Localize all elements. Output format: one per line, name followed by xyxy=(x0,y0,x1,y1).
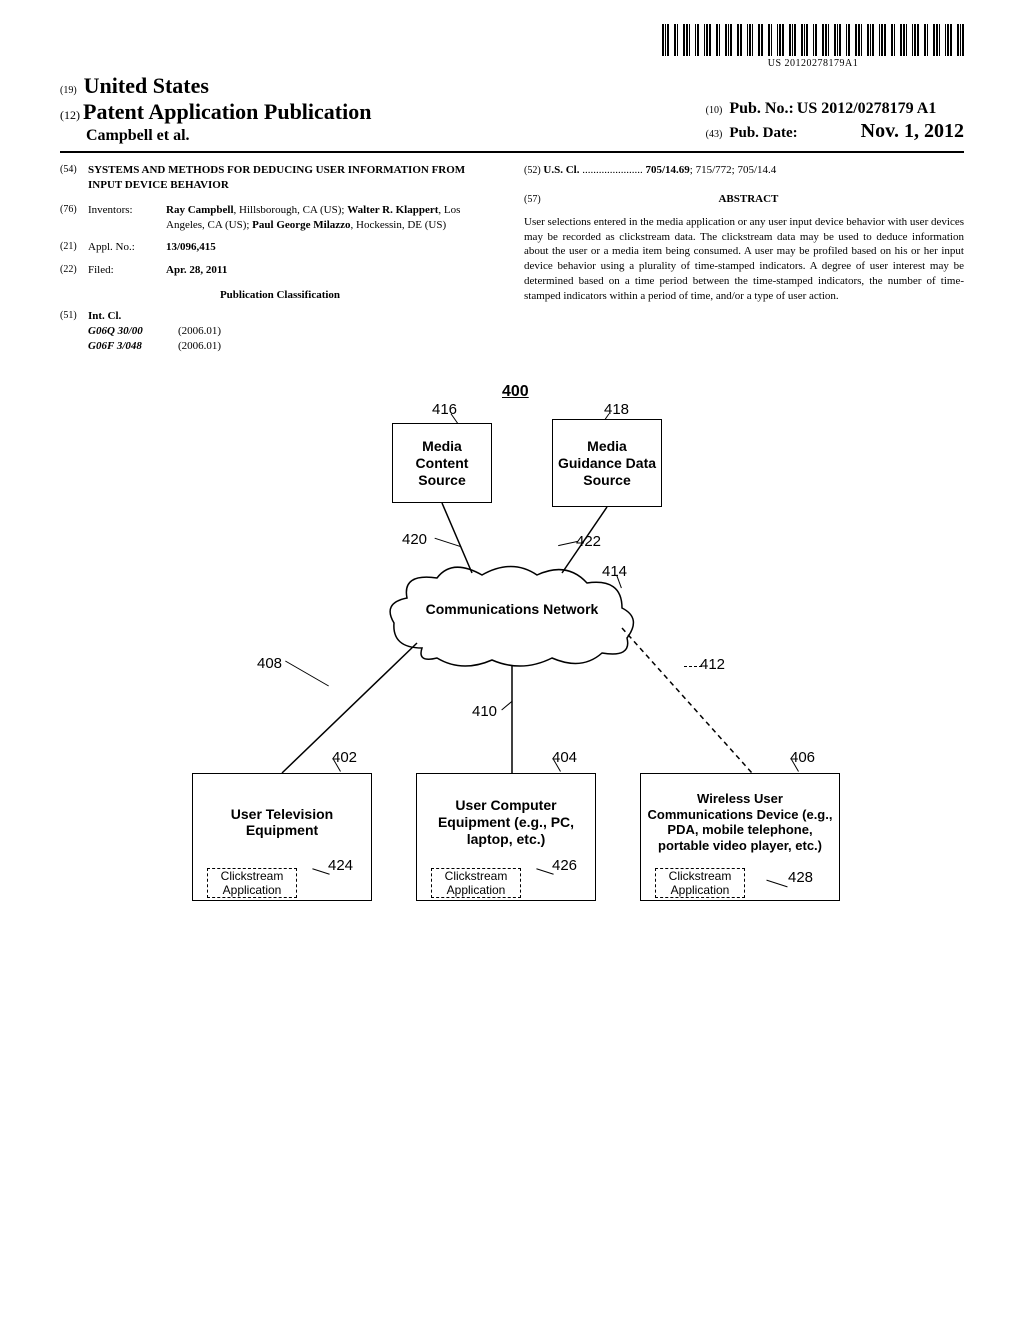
abstract-heading: ABSTRACT xyxy=(543,192,953,207)
intcl-year-1: (2006.01) xyxy=(178,324,221,339)
filed-value: Apr. 28, 2011 xyxy=(166,263,500,278)
fig-box-pc: User Computer Equipment (e.g., PC, lapto… xyxy=(416,773,596,901)
fig-box-tv: User Television Equipment Clickstream Ap… xyxy=(192,773,372,901)
field-num-19: (19) xyxy=(60,85,77,96)
inventor-1-loc: , Hillsborough, CA (US); xyxy=(234,204,348,216)
barcode-number: US 20120278179A1 xyxy=(662,58,964,69)
field-num-57: (57) xyxy=(524,194,541,205)
fig-box-media-guidance: Media Guidance Data Source xyxy=(552,419,662,507)
fig-num-412: 412 xyxy=(700,656,725,673)
uscl-value-bold: 705/14.69 xyxy=(645,164,689,176)
publication-classification-heading: Publication Classification xyxy=(60,288,500,303)
uscl-label: U.S. Cl. xyxy=(543,164,579,176)
inventors-value: Ray Campbell, Hillsborough, CA (US); Wal… xyxy=(166,203,500,233)
publication-type: Patent Application Publication xyxy=(83,99,371,124)
fig-box-pc-label: User Computer Equipment (e.g., PC, lapto… xyxy=(421,778,591,866)
field-num-43: (43) xyxy=(706,129,723,140)
fig-num-410: 410 xyxy=(472,703,497,720)
authors: Campbell et al. xyxy=(86,127,371,145)
field-num-51: (51) xyxy=(60,309,88,354)
field-num-54: (54) xyxy=(60,163,88,193)
right-column: (52) U.S. Cl. ...................... 705… xyxy=(524,163,964,353)
inventor-2-name: Walter R. Klappert xyxy=(347,204,438,216)
field-num-76: (76) xyxy=(60,203,88,233)
intcl-label: Int. Cl. xyxy=(88,309,500,324)
intcl-code-2: G06F 3/048 xyxy=(88,339,178,354)
barcode-graphic xyxy=(662,24,964,56)
barcode-area: US 20120278179A1 xyxy=(60,24,964,71)
country-name: United States xyxy=(84,73,209,98)
fig-cloud-text: Communications Network xyxy=(382,601,642,618)
uscl-value-rest: ; 715/772; 705/14.4 xyxy=(690,164,776,176)
fig-num-428: 428 xyxy=(788,869,813,886)
field-num-21: (21) xyxy=(60,240,88,255)
intcl-code-1: G06Q 30/00 xyxy=(88,324,178,339)
fig-box-click-3: Clickstream Application xyxy=(655,868,745,898)
fig-box-click-2: Clickstream Application xyxy=(431,868,521,898)
intcl-year-2: (2006.01) xyxy=(178,339,221,354)
fig-num-422: 422 xyxy=(576,533,601,550)
invention-title: SYSTEMS AND METHODS FOR DEDUCING USER IN… xyxy=(88,163,500,193)
figure-400: 400 416 Media Content Source 418 Media G… xyxy=(152,383,872,943)
fig-num-424: 424 xyxy=(328,857,353,874)
fig-ref-400: 400 xyxy=(502,383,529,401)
uscl-dots: ...................... xyxy=(582,164,645,176)
field-num-52: (52) xyxy=(524,165,541,176)
fig-num-420: 420 xyxy=(402,531,427,548)
field-num-12: (12) xyxy=(60,108,80,122)
appl-no-label: Appl. No.: xyxy=(88,240,166,255)
fig-box-click-1: Clickstream Application xyxy=(207,868,297,898)
inventor-1-name: Ray Campbell xyxy=(166,204,234,216)
field-num-10: (10) xyxy=(706,105,723,116)
fig-box-wireless-label: Wireless User Communications Device (e.g… xyxy=(645,778,835,866)
inventor-3-loc: , Hockessin, DE (US) xyxy=(351,219,447,231)
filed-label: Filed: xyxy=(88,263,166,278)
inventor-3-name: Paul George Milazzo xyxy=(252,219,350,231)
field-num-22: (22) xyxy=(60,263,88,278)
fig-box-media-content: Media Content Source xyxy=(392,423,492,503)
abstract-text: User selections entered in the media app… xyxy=(524,215,964,304)
left-column: (54) SYSTEMS AND METHODS FOR DEDUCING US… xyxy=(60,163,500,353)
fig-num-426: 426 xyxy=(552,857,577,874)
fig-cloud: Communications Network xyxy=(382,563,642,673)
pub-date-value: Nov. 1, 2012 xyxy=(861,120,964,142)
appl-no-value: 13/096,415 xyxy=(166,240,500,255)
fig-box-tv-label: User Television Equipment xyxy=(197,778,367,866)
pub-date-label: Pub. Date: xyxy=(729,125,797,141)
document-header: (19) United States (12) Patent Applicati… xyxy=(60,73,964,153)
pub-no-value: US 2012/0278179 A1 xyxy=(797,100,937,117)
fig-num-408: 408 xyxy=(257,655,282,672)
pub-no-label: Pub. No.: xyxy=(729,100,793,117)
inventors-label: Inventors: xyxy=(88,203,166,233)
